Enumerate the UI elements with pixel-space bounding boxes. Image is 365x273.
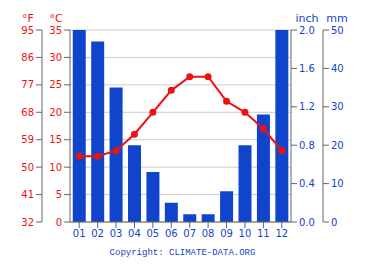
svg-text:07: 07 <box>183 228 196 239</box>
svg-text:30: 30 <box>331 101 344 112</box>
svg-text:10: 10 <box>49 162 62 173</box>
svg-text:inch: inch <box>295 12 318 25</box>
svg-text:50: 50 <box>331 25 344 36</box>
svg-text:41: 41 <box>21 189 34 200</box>
svg-text:20: 20 <box>49 107 62 118</box>
svg-text:95: 95 <box>21 25 34 36</box>
svg-text:12: 12 <box>275 228 288 239</box>
svg-text:06: 06 <box>165 228 178 239</box>
svg-text:30: 30 <box>49 52 62 63</box>
svg-text:2.0: 2.0 <box>299 25 315 36</box>
svg-text:20: 20 <box>331 140 344 151</box>
svg-text:0.4: 0.4 <box>299 178 315 189</box>
svg-text:0.0: 0.0 <box>299 217 315 228</box>
svg-text:°F: °F <box>22 12 34 25</box>
svg-text:mm: mm <box>326 12 347 25</box>
svg-text:1.2: 1.2 <box>299 101 315 112</box>
svg-text:0: 0 <box>56 217 62 228</box>
svg-text:25: 25 <box>49 79 62 90</box>
svg-text:11: 11 <box>257 228 270 239</box>
svg-text:35: 35 <box>49 25 62 36</box>
svg-text:05: 05 <box>147 228 160 239</box>
svg-text:5: 5 <box>56 189 62 200</box>
svg-text:04: 04 <box>128 228 141 239</box>
svg-text:09: 09 <box>220 228 233 239</box>
svg-text:02: 02 <box>91 228 104 239</box>
svg-text:77: 77 <box>21 79 34 90</box>
svg-text:08: 08 <box>202 228 215 239</box>
svg-text:01: 01 <box>73 228 86 239</box>
svg-text:0.8: 0.8 <box>299 140 315 151</box>
svg-text:50: 50 <box>21 162 34 173</box>
svg-text:1.6: 1.6 <box>299 63 315 74</box>
svg-text:°C: °C <box>49 12 63 25</box>
svg-text:10: 10 <box>331 178 344 189</box>
svg-text:03: 03 <box>110 228 123 239</box>
svg-text:86: 86 <box>21 52 34 63</box>
svg-text:0: 0 <box>331 217 337 228</box>
svg-text:15: 15 <box>49 134 62 145</box>
svg-text:32: 32 <box>21 217 34 228</box>
svg-text:10: 10 <box>239 228 252 239</box>
html-text:Copyright: CLIMATE-DATA.ORG: Copyright: CLIMATE-DATA.ORG <box>109 248 256 258</box>
svg-text:68: 68 <box>21 107 34 118</box>
svg-text:59: 59 <box>21 134 34 145</box>
svg-text:40: 40 <box>331 63 344 74</box>
